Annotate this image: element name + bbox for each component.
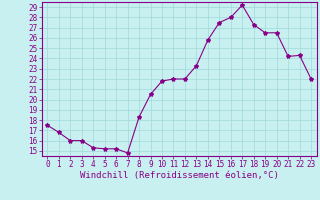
X-axis label: Windchill (Refroidissement éolien,°C): Windchill (Refroidissement éolien,°C) (80, 171, 279, 180)
